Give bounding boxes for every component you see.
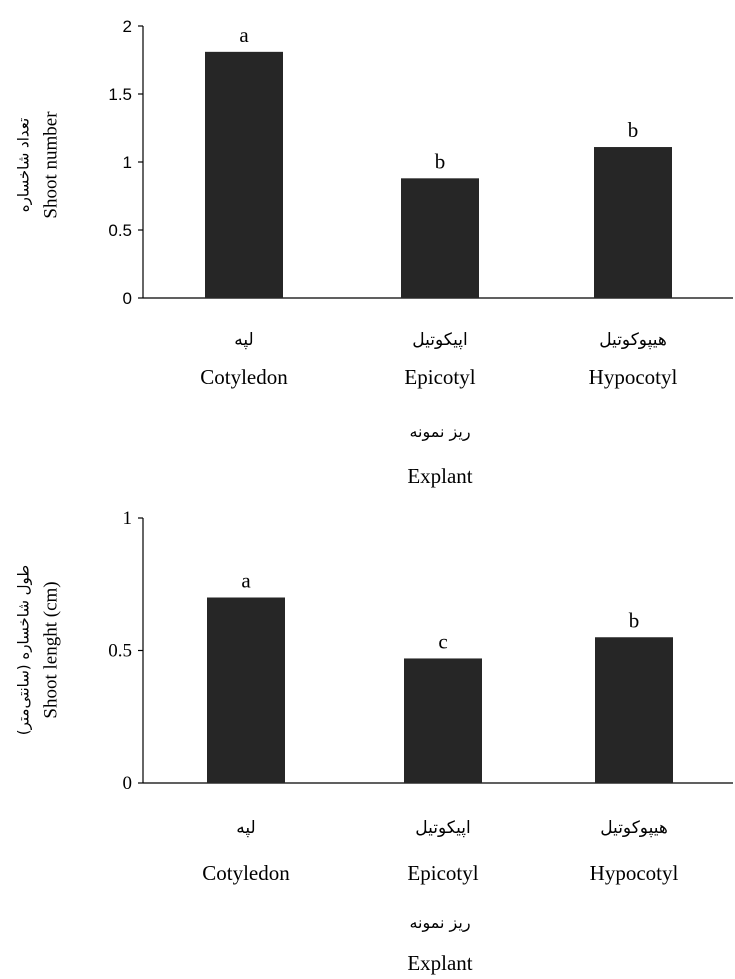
chart1-category-label: Hypocotyl (589, 365, 678, 389)
chart2-y-tick-label: 0 (123, 773, 133, 794)
chart2-x-axis-title-fa: ریز نمونه (409, 913, 470, 933)
chart2-significance-letter: c (438, 629, 447, 653)
chart2-significance-letter: a (241, 569, 251, 593)
chart1-category-label-fa: اپیکوتیل (412, 330, 468, 350)
chart1-significance-letter: b (628, 118, 639, 142)
chart1-bar-cotyledon (205, 51, 283, 299)
chart2-x-axis-title: Explant (407, 951, 472, 975)
chart1-category-label: Cotyledon (200, 365, 288, 389)
chart1-y-tick-label: 1 (123, 153, 132, 172)
chart2-category-label: Cotyledon (202, 861, 290, 885)
chart2-bar-cotyledon (207, 597, 285, 783)
chart1-y-axis-title: Shoot number (40, 111, 61, 219)
chart2-category-label: Epicotyl (407, 861, 478, 885)
chart2-bar-hypocotyl (595, 637, 673, 783)
chart1-y-axis-title-fa: تعداد شاخساره (15, 118, 33, 212)
chart1-bar-hypocotyl (594, 147, 672, 298)
chart1-x-axis-title: Explant (407, 464, 472, 488)
chart2-significance-letter: b (629, 608, 640, 632)
chart1-significance-letter: a (239, 23, 249, 47)
chart2-bar-epicotyl (404, 658, 482, 783)
chart2-category-label-fa: هیپوکوتیل (600, 818, 668, 838)
chart1-y-tick-label: 0 (123, 289, 132, 308)
chart2-category-label-fa: اپیکوتیل (415, 818, 471, 838)
chart1-y-tick-label: 2 (123, 17, 132, 36)
chart2-y-axis-title-fa: طول شاخساره (سانتی‌متر) (15, 565, 33, 735)
chart1-significance-letter: b (435, 149, 446, 173)
chart2-y-tick-label: 1 (123, 508, 133, 529)
chart2-y-axis-title: Shoot lenght (cm) (40, 581, 61, 718)
chart2-y-tick-label: 0.5 (108, 641, 132, 662)
chart1-category-label-fa: لپه (234, 330, 253, 350)
chart1-y-tick-label: 1.5 (108, 85, 132, 104)
chart1-category-label: Epicotyl (404, 365, 475, 389)
chart1-category-label-fa: هیپوکوتیل (599, 330, 667, 350)
chart1-y-tick-label: 0.5 (108, 221, 132, 240)
chart1-x-axis-title-fa: ریز نمونه (409, 422, 470, 442)
chart1-bar-epicotyl (401, 178, 479, 298)
chart2-category-label: Hypocotyl (590, 861, 679, 885)
chart2-category-label-fa: لپه (236, 818, 255, 838)
